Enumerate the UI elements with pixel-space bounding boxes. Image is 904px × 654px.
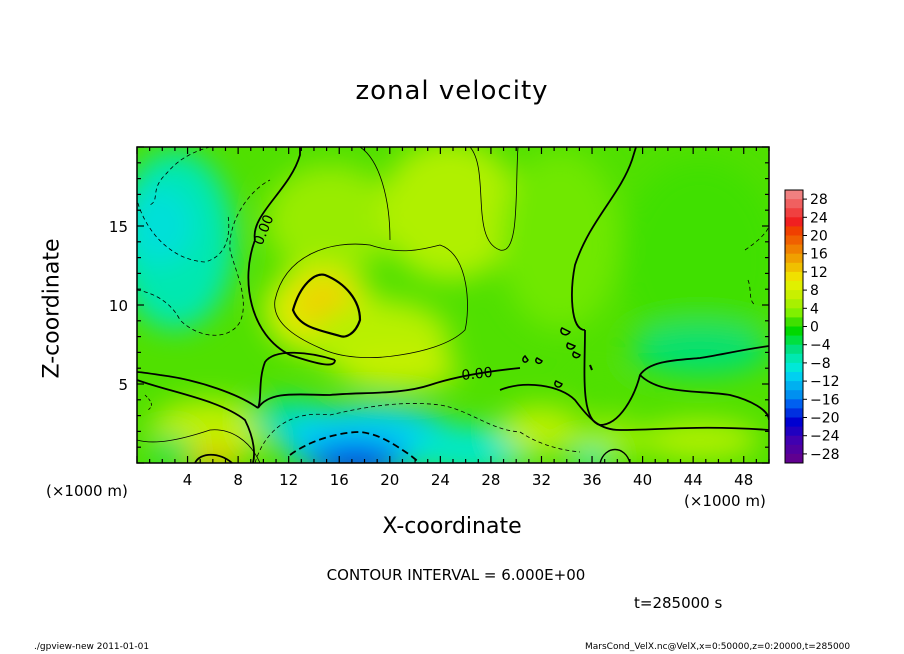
colorbar-swatch: [785, 381, 803, 391]
x-tick-label: 24: [431, 471, 450, 489]
colorbar-label: 4: [810, 301, 819, 317]
colorbar-swatch: [785, 426, 803, 437]
colorbar-label: 20: [810, 229, 828, 245]
chart-title: zonal velocity: [355, 76, 549, 106]
colorbar-label: −20: [810, 411, 840, 427]
colorbar-swatch: [785, 453, 803, 464]
heatmap-field: 0.00 0.00: [137, 147, 769, 463]
y-tick-label: 10: [109, 297, 128, 315]
x-axis-label: X-coordinate: [0, 514, 904, 539]
x-tick-label: 48: [734, 471, 753, 489]
colorbar-label: −12: [810, 374, 840, 390]
colorbar-label: 0: [810, 320, 819, 336]
colorbar-label: 16: [810, 247, 828, 263]
colorbar-swatch: [785, 244, 803, 255]
colorbar-label: −28: [810, 447, 840, 463]
colorbar-swatch: [785, 217, 803, 227]
x-unit-right: (×1000 m): [684, 492, 766, 510]
colorbar-swatch: [785, 262, 803, 273]
colorbar-swatch: [785, 308, 803, 318]
footer-left: ./gpview-new 2011-01-01: [34, 642, 150, 652]
x-tick-label: 8: [233, 471, 243, 489]
axis-ticks: [136, 146, 770, 464]
contour-interval-text: CONTOUR INTERVAL = 6.000E+00: [326, 566, 586, 584]
colorbar-swatch: [785, 435, 803, 446]
x-tick-label: 40: [633, 471, 652, 489]
contour-lines: [137, 147, 769, 463]
colorbar-label: −24: [810, 429, 840, 445]
x-unit-left: (×1000 m): [46, 482, 128, 500]
colorbar-label: −4: [810, 338, 831, 354]
colorbar-swatch: [785, 353, 803, 364]
x-tick-label: 28: [481, 471, 500, 489]
colorbar-swatch: [785, 253, 803, 264]
footer-right: MarsCond_VelX.nc@VelX,x=0:50000,z=0:2000…: [585, 642, 851, 652]
x-tick-label: 4: [183, 471, 193, 489]
colorbar-label: −8: [810, 356, 831, 372]
colorbar-label: 24: [810, 210, 828, 226]
x-tick-label: 44: [684, 471, 703, 489]
x-axis-label-text: X-coordinate: [382, 514, 522, 539]
colorbar-swatch: [785, 372, 803, 382]
x-tick-label: 32: [532, 471, 551, 489]
x-tick-label: 36: [582, 471, 601, 489]
colorbar-swatch: [785, 408, 803, 418]
colorbar-swatch: [785, 335, 803, 346]
colorbar-swatch: [785, 417, 803, 427]
x-tick-label: 12: [279, 471, 298, 489]
colorbar-label: 28: [810, 192, 828, 208]
y-axis-label: Z-coordinate: [39, 238, 65, 379]
colorbar-swatch: [785, 362, 803, 373]
colorbar-swatch: [785, 235, 803, 245]
colorbar-swatch: [785, 326, 803, 336]
colorbar-swatch: [785, 299, 803, 309]
colorbar-swatch: [785, 199, 803, 209]
x-tick-label: 20: [380, 471, 399, 489]
colorbar-swatch: [785, 390, 803, 400]
contour-label: 0.00: [461, 365, 494, 384]
y-tick-labels: 5 10 15: [109, 218, 128, 394]
time-stamp: t=285000 s: [634, 594, 723, 612]
colorbar-swatch: [785, 290, 803, 300]
colorbar-swatch: [785, 271, 803, 282]
colorbar-swatch: [785, 344, 803, 355]
contour-interval: CONTOUR INTERVAL = 6.000E+00: [0, 566, 904, 584]
colorbar-swatch: [785, 317, 803, 327]
y-tick-label: 5: [118, 376, 128, 394]
x-tick-labels: 4 8 12 16 20 24 28 32 36 40 44 48: [183, 471, 753, 489]
y-tick-label: 15: [109, 218, 128, 236]
colorbar-swatch: [785, 444, 803, 455]
colorbar-swatch: [785, 399, 803, 409]
colorbar-label: 8: [810, 283, 819, 299]
colorbar-swatch: [785, 281, 803, 291]
colorbar-swatch: [785, 190, 803, 200]
colorbar-label: −16: [810, 392, 840, 408]
colorbar: [784, 189, 804, 464]
colorbar-label: 12: [810, 265, 828, 281]
x-tick-label: 16: [330, 471, 349, 489]
colorbar-swatch: [785, 208, 803, 218]
colorbar-labels: 28 24 20 16 12 8 4 0 −4 −8 −12 −16 −20 −24 −28: [803, 192, 840, 463]
colorbar-swatch: [785, 226, 803, 236]
